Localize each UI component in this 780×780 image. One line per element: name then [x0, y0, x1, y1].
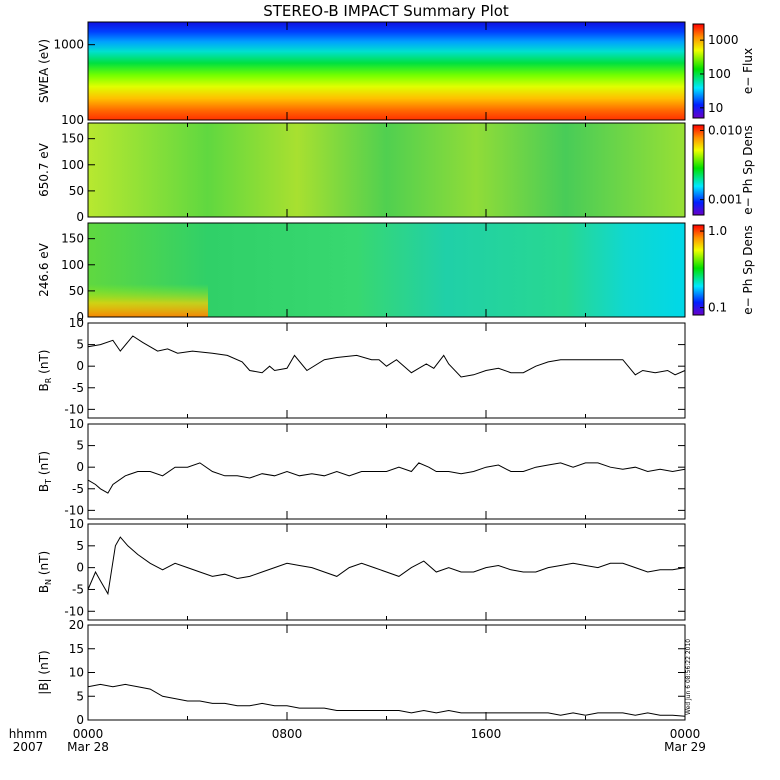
- panel-ylabel: 246.6 eV: [37, 242, 51, 297]
- colorbar: [692, 124, 705, 216]
- y-tick-label: 100: [61, 158, 84, 172]
- y-tick-label: 150: [61, 132, 84, 146]
- y-tick-label: -5: [72, 582, 84, 596]
- panel-frame: [87, 222, 686, 318]
- series-line: [87, 683, 686, 717]
- y-tick-label: -10: [64, 604, 84, 618]
- time-label-row1: 0000: [73, 727, 104, 741]
- panel-frame: [87, 122, 686, 218]
- y-tick-label: 10: [69, 666, 84, 680]
- plot-title: STEREO-B IMPACT Summary Plot: [263, 2, 509, 20]
- y-tick-label: -10: [64, 503, 84, 517]
- colorbar-label: e− Ph Sp Dens: [741, 225, 755, 314]
- y-tick-label: 5: [76, 689, 84, 703]
- colorbar: [692, 23, 705, 119]
- panel-ylabel: 650.7 eV: [37, 142, 51, 197]
- timestamp-stamp: Wed Jun 6 08:56:22 2010: [685, 639, 692, 715]
- panel-ylabel: BR (nT): [37, 350, 53, 392]
- y-tick-label: 0: [76, 210, 84, 224]
- colorbar-tick-label: 0.001: [708, 193, 742, 207]
- y-tick-label: 0: [76, 359, 84, 373]
- y-tick-label: -5: [72, 482, 84, 496]
- time-label-row1: 0000: [670, 727, 701, 741]
- panel-frame: [87, 423, 686, 520]
- heatmap-image-1: [88, 22, 685, 120]
- series-line: [87, 536, 686, 596]
- time-label-row1: 0800: [272, 727, 303, 741]
- y-tick-label: 5: [76, 539, 84, 553]
- series-line: [87, 335, 686, 378]
- y-tick-label: -10: [64, 402, 84, 416]
- y-tick-label: 20: [69, 618, 84, 632]
- y-tick-label: 10: [69, 517, 84, 531]
- y-tick-label: 10: [69, 417, 84, 431]
- panel-ylabel: SWEA (eV): [37, 39, 51, 103]
- y-tick-label: 15: [69, 642, 84, 656]
- y-tick-label: 5: [76, 439, 84, 453]
- colorbar-tick-label: 10: [708, 101, 723, 115]
- colorbar-label: e− Ph Sp Dens: [741, 125, 755, 214]
- panel-frame: [87, 21, 686, 121]
- y-tick-label: 50: [69, 284, 84, 298]
- panel-frame: [87, 322, 686, 419]
- panel-frame: [87, 624, 686, 721]
- colorbar-tick-label: 1.0: [708, 224, 727, 238]
- y-tick-label: 0: [76, 460, 84, 474]
- time-label-row2: Mar 29: [664, 740, 706, 754]
- colorbar-tick-label: 1000: [708, 33, 739, 47]
- colorbar-tick-label: 0.010: [708, 123, 742, 137]
- y-tick-label: 50: [69, 184, 84, 198]
- colorbar-label: e− Flux: [741, 48, 755, 94]
- y-tick-label: 150: [61, 232, 84, 246]
- panel-ylabel: BT (nT): [37, 451, 53, 492]
- y-tick-label: 1000: [53, 38, 84, 52]
- colorbar-tick-label: 0.1: [708, 301, 727, 315]
- heatmap-low-band: [88, 223, 208, 317]
- time-label-row2: 2007: [13, 740, 44, 754]
- y-tick-label: 5: [76, 338, 84, 352]
- y-tick-label: 0: [76, 713, 84, 727]
- colorbar-tick-label: 100: [708, 67, 731, 81]
- panel-ylabel: BN (nT): [37, 551, 53, 593]
- y-tick-label: 100: [61, 113, 84, 127]
- y-tick-label: 100: [61, 258, 84, 272]
- series-line: [87, 462, 686, 494]
- y-tick-label: 10: [69, 316, 84, 330]
- y-tick-label: 0: [76, 561, 84, 575]
- time-label-row1: hhmm: [9, 727, 48, 741]
- heatmap-image-2: [88, 123, 685, 217]
- time-label-row1: 1600: [471, 727, 502, 741]
- time-label-row2: Mar 28: [67, 740, 109, 754]
- y-tick-label: 0: [76, 310, 84, 324]
- colorbar: [692, 224, 705, 316]
- y-tick-label: -5: [72, 381, 84, 395]
- time-axis: hhmm 0000 0800 1600 0000 2007 Mar 28 Mar 29: [9, 727, 706, 754]
- panel-ylabel: |B| (nT): [37, 650, 51, 694]
- panel-frame: [87, 523, 686, 621]
